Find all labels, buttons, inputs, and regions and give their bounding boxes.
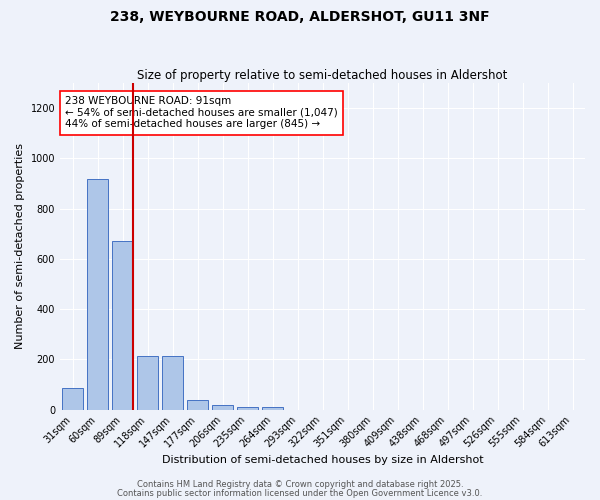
Text: 238, WEYBOURNE ROAD, ALDERSHOT, GU11 3NF: 238, WEYBOURNE ROAD, ALDERSHOT, GU11 3NF — [110, 10, 490, 24]
Bar — [212, 404, 233, 409]
Y-axis label: Number of semi-detached properties: Number of semi-detached properties — [15, 144, 25, 350]
Text: Contains HM Land Registry data © Crown copyright and database right 2025.: Contains HM Land Registry data © Crown c… — [137, 480, 463, 489]
Text: 238 WEYBOURNE ROAD: 91sqm
← 54% of semi-detached houses are smaller (1,047)
44% : 238 WEYBOURNE ROAD: 91sqm ← 54% of semi-… — [65, 96, 338, 130]
Title: Size of property relative to semi-detached houses in Aldershot: Size of property relative to semi-detach… — [137, 69, 508, 82]
Text: Contains public sector information licensed under the Open Government Licence v3: Contains public sector information licen… — [118, 488, 482, 498]
Bar — [262, 407, 283, 410]
Bar — [237, 407, 258, 410]
Bar — [187, 400, 208, 409]
Bar — [162, 356, 183, 410]
Bar — [87, 178, 108, 410]
Bar — [137, 356, 158, 410]
Bar — [62, 388, 83, 409]
X-axis label: Distribution of semi-detached houses by size in Aldershot: Distribution of semi-detached houses by … — [162, 455, 484, 465]
Bar — [112, 242, 133, 410]
